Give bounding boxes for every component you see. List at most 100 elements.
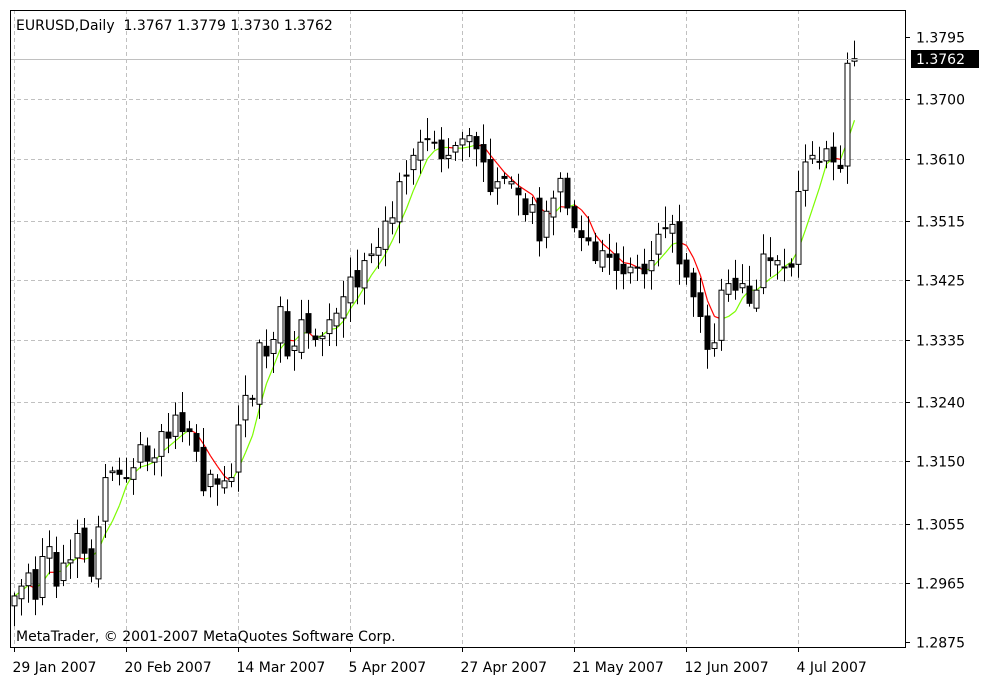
x-tick-label: 29 Jan 2007	[13, 660, 97, 676]
ma-segment	[377, 253, 387, 266]
candle-body	[627, 266, 634, 274]
x-tick-label: 14 Mar 2007	[237, 660, 326, 676]
x-tick-label: 5 Apr 2007	[349, 660, 427, 676]
ma-segment	[497, 163, 505, 173]
candle-body	[823, 148, 830, 162]
ma-segment	[391, 224, 401, 241]
ma-segment	[804, 208, 814, 230]
candle-body	[452, 145, 459, 153]
candle	[480, 124, 487, 182]
candle-body	[137, 444, 144, 463]
candle-body	[809, 154, 816, 160]
candle-body	[340, 296, 347, 319]
candle-body	[95, 526, 102, 580]
candle-body	[410, 154, 417, 171]
candle-body	[179, 412, 186, 433]
candle-body	[109, 470, 116, 474]
candle	[452, 141, 459, 161]
candle	[788, 258, 795, 277]
candle	[81, 517, 88, 563]
watermark: MetaTrader, © 2001-2007 MetaQuotes Softw…	[16, 629, 396, 645]
candle-body	[795, 191, 802, 265]
candle-body	[788, 263, 795, 268]
y-tick-label: 1.3055	[916, 518, 965, 534]
grid-lines	[10, 10, 905, 647]
candle-body	[368, 253, 375, 257]
ma-segment	[118, 485, 128, 506]
candle	[256, 339, 263, 419]
candle	[669, 214, 676, 253]
ma-segment	[342, 308, 352, 322]
candle	[599, 239, 606, 273]
candle	[32, 556, 39, 616]
y-tick-label: 1.3515	[916, 215, 965, 231]
candle-body	[711, 342, 718, 350]
candle	[732, 259, 739, 300]
candle-body	[144, 445, 151, 462]
candle-body	[403, 174, 410, 177]
candle-body	[585, 237, 592, 242]
y-tick-label: 1.3795	[916, 31, 965, 47]
candle-body	[480, 144, 487, 163]
candle	[613, 242, 620, 290]
ma-segment	[490, 154, 498, 165]
candle	[333, 307, 340, 347]
candle-body	[515, 187, 522, 196]
candle-body	[438, 139, 445, 160]
candle-body	[382, 220, 389, 250]
candle	[550, 190, 557, 236]
candle-body	[599, 250, 606, 268]
candle	[410, 148, 417, 185]
candle	[557, 172, 564, 213]
candle-body	[67, 559, 74, 564]
ma-segment	[728, 310, 736, 317]
candle-body	[102, 477, 109, 522]
candle	[46, 530, 53, 575]
ma-segment	[356, 286, 366, 300]
candle	[746, 265, 753, 307]
x-tick-label: 12 Jun 2007	[685, 660, 769, 676]
candle	[634, 254, 641, 281]
ma-segment	[412, 174, 422, 191]
ma-segment	[419, 158, 429, 175]
candle-body	[81, 527, 88, 554]
candle	[158, 423, 165, 477]
candle-body	[501, 175, 508, 179]
candle-body	[18, 585, 25, 600]
ma-segment	[630, 263, 638, 268]
candle	[298, 299, 305, 360]
candle-body	[648, 260, 655, 272]
y-tick-label: 1.3610	[916, 153, 965, 169]
candle	[767, 237, 774, 277]
ma-segment	[699, 275, 709, 301]
ma-segment	[272, 348, 282, 367]
candle-body	[592, 241, 599, 262]
candle	[662, 206, 669, 239]
candle	[179, 392, 186, 443]
candle-body	[753, 289, 760, 309]
candle	[74, 519, 81, 578]
candle	[445, 138, 452, 169]
candle	[109, 466, 116, 481]
current-price-label: 1.3762	[916, 52, 965, 68]
candle-body	[284, 311, 291, 357]
candle-body	[326, 319, 333, 335]
ma-segment	[511, 178, 519, 187]
candle-body	[676, 221, 683, 265]
candle	[585, 216, 592, 246]
ma-segment	[784, 261, 792, 268]
candle-body	[165, 431, 172, 439]
y-tick-label: 1.3335	[916, 334, 965, 350]
candle	[592, 232, 599, 264]
candle	[235, 405, 242, 492]
candle	[326, 303, 333, 347]
ma-segment	[770, 273, 778, 279]
candle-body	[389, 217, 396, 224]
candle	[837, 145, 844, 173]
candle	[389, 201, 396, 235]
candle-body	[249, 397, 256, 400]
candle-body	[263, 345, 270, 357]
candle	[18, 578, 25, 616]
candle-body	[228, 477, 235, 482]
